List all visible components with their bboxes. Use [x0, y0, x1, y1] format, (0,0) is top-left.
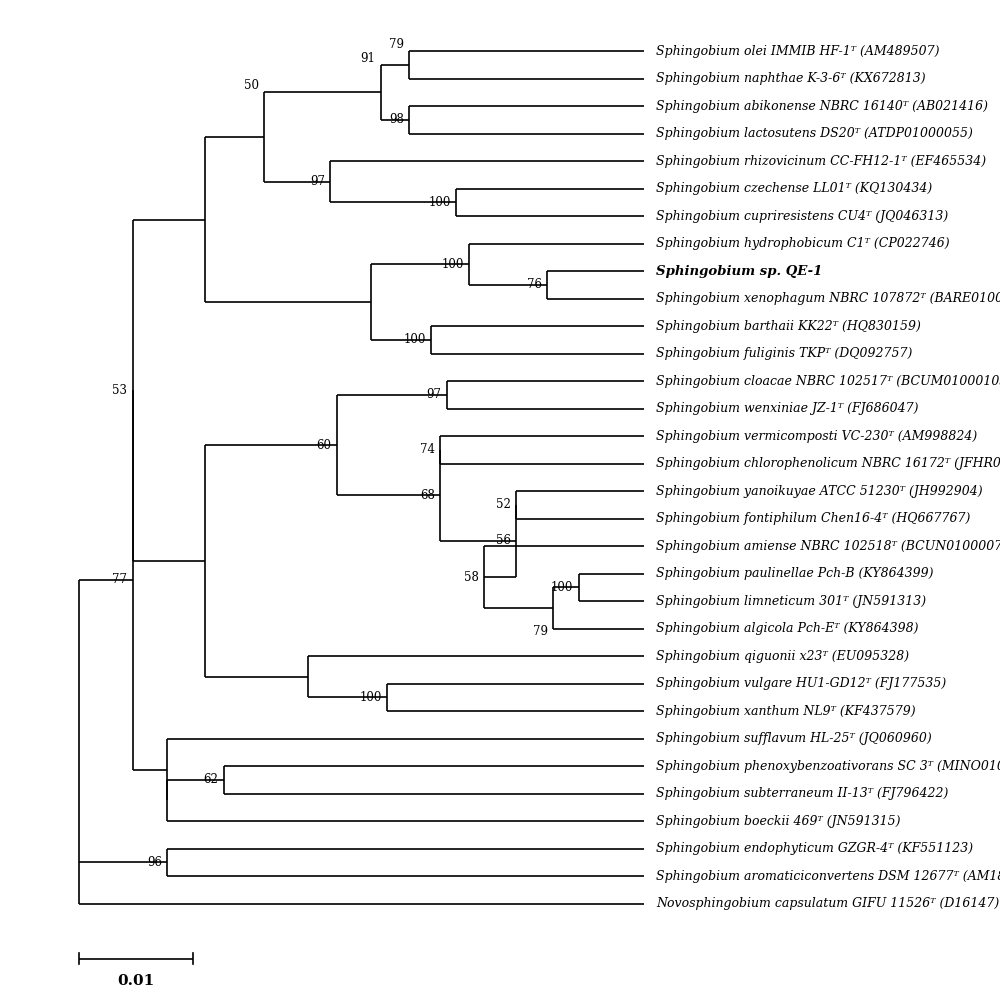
Text: Sphingobium vulgare HU1-GD12ᵀ (FJ177535): Sphingobium vulgare HU1-GD12ᵀ (FJ177535) [656, 677, 946, 690]
Text: 100: 100 [403, 334, 426, 347]
Text: Sphingobium xenophagum NBRC 107872ᵀ (BARE01000094): Sphingobium xenophagum NBRC 107872ᵀ (BAR… [656, 292, 1000, 305]
Text: 79: 79 [389, 38, 404, 51]
Text: Sphingobium chlorophenolicum NBRC 16172ᵀ (JFHR01000107): Sphingobium chlorophenolicum NBRC 16172ᵀ… [656, 457, 1000, 470]
Text: Sphingobium aromaticiconvertens DSM 12677ᵀ (AM181012): Sphingobium aromaticiconvertens DSM 1267… [656, 870, 1000, 882]
Text: Sphingobium sp. QE-1: Sphingobium sp. QE-1 [656, 265, 822, 278]
Text: Sphingobium olei IMMIB HF-1ᵀ (AM489507): Sphingobium olei IMMIB HF-1ᵀ (AM489507) [656, 45, 939, 58]
Text: Sphingobium phenoxybenzoativorans SC 3ᵀ (MINO01000024): Sphingobium phenoxybenzoativorans SC 3ᵀ … [656, 760, 1000, 773]
Text: Sphingobium wenxiniae JZ-1ᵀ (FJ686047): Sphingobium wenxiniae JZ-1ᵀ (FJ686047) [656, 402, 918, 415]
Text: Sphingobium subterraneum II-13ᵀ (FJ796422): Sphingobium subterraneum II-13ᵀ (FJ79642… [656, 787, 948, 800]
Text: Sphingobium algicola Pch-Eᵀ (KY864398): Sphingobium algicola Pch-Eᵀ (KY864398) [656, 622, 918, 635]
Text: Sphingobium rhizovicinum CC-FH12-1ᵀ (EF465534): Sphingobium rhizovicinum CC-FH12-1ᵀ (EF4… [656, 154, 986, 167]
Text: 98: 98 [389, 114, 404, 126]
Text: Sphingobium fuliginis TKPᵀ (DQ092757): Sphingobium fuliginis TKPᵀ (DQ092757) [656, 348, 912, 361]
Text: 62: 62 [204, 773, 219, 786]
Text: 60: 60 [317, 438, 332, 451]
Text: Novosphingobium capsulatum GIFU 11526ᵀ (D16147): Novosphingobium capsulatum GIFU 11526ᵀ (… [656, 897, 999, 910]
Text: 50: 50 [244, 79, 259, 92]
Text: Sphingobium limneticum 301ᵀ (JN591313): Sphingobium limneticum 301ᵀ (JN591313) [656, 595, 926, 608]
Text: Sphingobium cloacae NBRC 102517ᵀ (BCUM01000103): Sphingobium cloacae NBRC 102517ᵀ (BCUM01… [656, 374, 1000, 387]
Text: 0.01: 0.01 [117, 974, 155, 988]
Text: Sphingobium fontiphilum Chen16-4ᵀ (HQ667767): Sphingobium fontiphilum Chen16-4ᵀ (HQ667… [656, 512, 970, 525]
Text: 91: 91 [361, 52, 376, 65]
Text: 100: 100 [551, 581, 574, 594]
Text: Sphingobium abikonense NBRC 16140ᵀ (AB021416): Sphingobium abikonense NBRC 16140ᵀ (AB02… [656, 100, 988, 113]
Text: Sphingobium endophyticum GZGR-4ᵀ (KF551123): Sphingobium endophyticum GZGR-4ᵀ (KF5511… [656, 842, 973, 855]
Text: 96: 96 [147, 856, 162, 869]
Text: 97: 97 [310, 175, 325, 188]
Text: 100: 100 [441, 258, 464, 271]
Text: 97: 97 [427, 388, 442, 401]
Text: 79: 79 [533, 624, 548, 637]
Text: 53: 53 [112, 383, 127, 396]
Text: 68: 68 [420, 489, 435, 502]
Text: Sphingobium naphthae K-3-6ᵀ (KX672813): Sphingobium naphthae K-3-6ᵀ (KX672813) [656, 72, 925, 86]
Text: Sphingobium hydrophobicum C1ᵀ (CP022746): Sphingobium hydrophobicum C1ᵀ (CP022746) [656, 237, 949, 250]
Text: 100: 100 [429, 196, 451, 209]
Text: 56: 56 [496, 535, 511, 548]
Text: Sphingobium paulinellae Pch-B (KY864399): Sphingobium paulinellae Pch-B (KY864399) [656, 567, 933, 580]
Text: 52: 52 [496, 498, 511, 511]
Text: 74: 74 [420, 443, 435, 456]
Text: Sphingobium czechense LL01ᵀ (KQ130434): Sphingobium czechense LL01ᵀ (KQ130434) [656, 182, 932, 195]
Text: Sphingobium cupriresistens CU4ᵀ (JQ046313): Sphingobium cupriresistens CU4ᵀ (JQ04631… [656, 210, 948, 223]
Text: Sphingobium barthaii KK22ᵀ (HQ830159): Sphingobium barthaii KK22ᵀ (HQ830159) [656, 320, 921, 333]
Text: Sphingobium yanoikuyae ATCC 51230ᵀ (JH992904): Sphingobium yanoikuyae ATCC 51230ᵀ (JH99… [656, 485, 982, 498]
Text: Sphingobium xanthum NL9ᵀ (KF437579): Sphingobium xanthum NL9ᵀ (KF437579) [656, 704, 915, 717]
Text: Sphingobium sufflavum HL-25ᵀ (JQ060960): Sphingobium sufflavum HL-25ᵀ (JQ060960) [656, 732, 932, 745]
Text: Sphingobium lactosutens DS20ᵀ (ATDP01000055): Sphingobium lactosutens DS20ᵀ (ATDP01000… [656, 127, 973, 140]
Text: Sphingobium qiguonii x23ᵀ (EU095328): Sphingobium qiguonii x23ᵀ (EU095328) [656, 649, 909, 662]
Text: 58: 58 [464, 571, 479, 584]
Text: 76: 76 [527, 279, 542, 292]
Text: Sphingobium amiense NBRC 102518ᵀ (BCUN01000076): Sphingobium amiense NBRC 102518ᵀ (BCUN01… [656, 540, 1000, 553]
Text: 100: 100 [360, 691, 382, 704]
Text: 77: 77 [112, 574, 127, 587]
Text: Sphingobium vermicomposti VC-230ᵀ (AM998824): Sphingobium vermicomposti VC-230ᵀ (AM998… [656, 429, 977, 442]
Text: Sphingobium boeckii 469ᵀ (JN591315): Sphingobium boeckii 469ᵀ (JN591315) [656, 815, 900, 828]
